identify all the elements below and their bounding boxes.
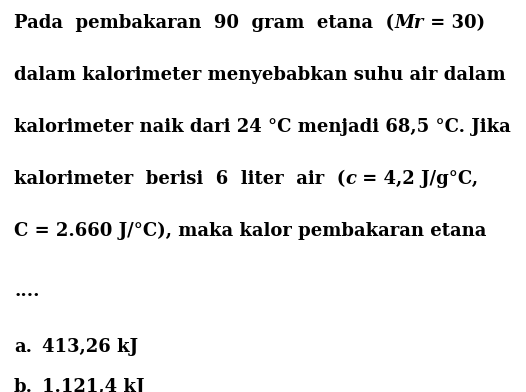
Text: C = 2.660 J/°C), maka kalor pembakaran etana: C = 2.660 J/°C), maka kalor pembakaran e… — [14, 222, 487, 240]
Text: a.: a. — [14, 338, 32, 356]
Text: = 30): = 30) — [423, 14, 484, 32]
Text: c: c — [346, 170, 357, 188]
Text: Mr: Mr — [394, 14, 423, 32]
Text: kalorimeter  berisi  6  liter  air  (: kalorimeter berisi 6 liter air ( — [14, 170, 346, 188]
Text: Pada  pembakaran  90  gram  etana  (: Pada pembakaran 90 gram etana ( — [14, 14, 394, 32]
Text: 1.121,4 kJ: 1.121,4 kJ — [42, 378, 144, 392]
Text: 413,26 kJ: 413,26 kJ — [42, 338, 138, 356]
Text: = 4,2 J/g°C,: = 4,2 J/g°C, — [357, 170, 479, 188]
Text: kalorimeter naik dari 24 °C menjadi 68,5 °C. Jika: kalorimeter naik dari 24 °C menjadi 68,5… — [14, 118, 511, 136]
Text: b.: b. — [14, 378, 33, 392]
Text: ....: .... — [14, 282, 39, 300]
Text: dalam kalorimeter menyebabkan suhu air dalam: dalam kalorimeter menyebabkan suhu air d… — [14, 66, 505, 84]
